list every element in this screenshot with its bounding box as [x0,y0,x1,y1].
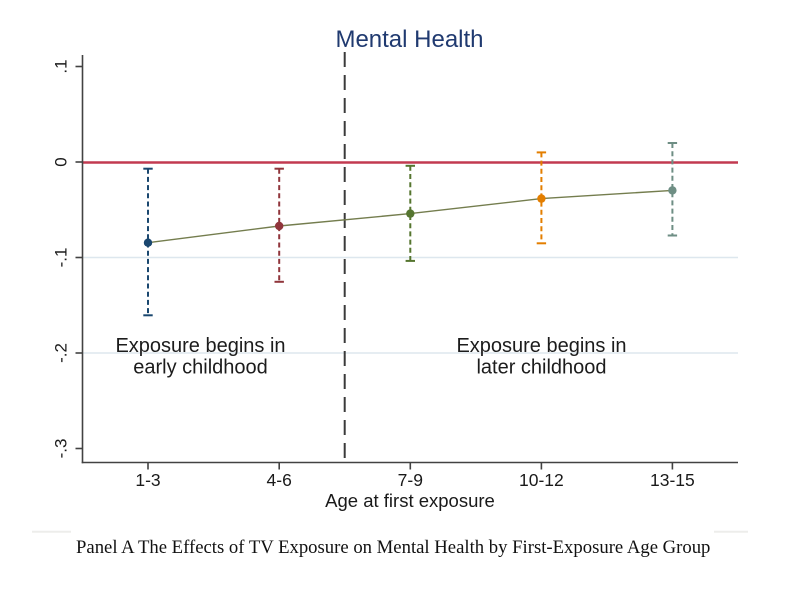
svg-text:4-6: 4-6 [267,470,292,490]
svg-text:Exposure begins in: Exposure begins in [115,335,285,357]
svg-text:Age at first exposure: Age at first exposure [325,490,495,511]
svg-text:Mental Health: Mental Health [335,26,483,53]
svg-text:-.1: -.1 [52,248,71,268]
svg-text:-.3: -.3 [52,439,71,459]
svg-text:early childhood: early childhood [133,357,268,379]
svg-text:-.2: -.2 [52,343,71,363]
svg-text:10-12: 10-12 [519,470,564,490]
svg-text:1-3: 1-3 [135,470,160,490]
svg-text:7-9: 7-9 [398,470,423,490]
svg-text:0: 0 [52,157,71,166]
svg-text:13-15: 13-15 [650,470,695,490]
svg-text:.1: .1 [52,59,71,73]
svg-text:later childhood: later childhood [476,357,606,379]
svg-text:Exposure begins in: Exposure begins in [456,335,626,357]
svg-text:Panel A The Effects of TV Expo: Panel A The Effects of TV Exposure on Me… [76,537,710,558]
